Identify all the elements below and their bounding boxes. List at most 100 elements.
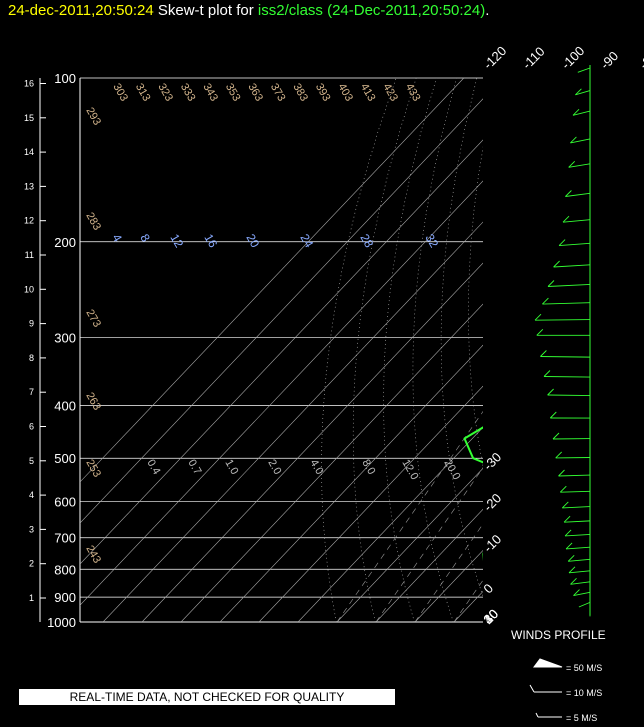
isotherm-line xyxy=(102,221,483,622)
isotherm-line xyxy=(80,78,465,483)
isotherm-label-top: -100 xyxy=(558,43,587,72)
dry-adiabat-line xyxy=(383,78,437,622)
mixing-ratio-label-lower: 4.0 xyxy=(307,458,325,477)
wind-barb-flag xyxy=(549,411,557,419)
wind-barb xyxy=(562,506,591,509)
mixing-ratio-label-lower: 2.0 xyxy=(265,458,283,477)
winds-profile-title: WINDS PROFILE xyxy=(511,628,606,642)
theta-label-top: 383 xyxy=(290,82,310,104)
wind-barb-flag xyxy=(547,388,554,396)
theta-label-top: 303 xyxy=(110,82,130,104)
profile-series xyxy=(463,78,644,622)
isotherm-line xyxy=(336,467,483,622)
mixing-ratio-label-upper: 12 xyxy=(167,232,186,251)
wind-barb-flag xyxy=(552,432,560,440)
theta-label-left: 243 xyxy=(83,544,103,566)
height-label: 3 xyxy=(29,524,34,534)
theta-label-top: 353 xyxy=(223,82,243,104)
wind-barb xyxy=(540,356,591,358)
wind-barb-flag xyxy=(565,190,572,197)
height-label: 14 xyxy=(24,147,34,157)
wind-barb-flag xyxy=(575,88,582,96)
theta-label-top: 393 xyxy=(313,82,333,104)
wind-barb-flag xyxy=(555,451,563,459)
wind-barb xyxy=(543,376,591,378)
height-label: 12 xyxy=(24,216,34,226)
isotherm-line xyxy=(532,78,644,622)
dry-adiabat-line xyxy=(468,146,483,468)
legend-label-50: = 50 M/S xyxy=(566,663,603,673)
pressure-label: 700 xyxy=(54,531,76,546)
mixing-ratio-line xyxy=(610,242,644,622)
wind-barb xyxy=(565,533,591,537)
mixing-ratio-label-lower: 1.0 xyxy=(222,458,240,477)
wind-barb xyxy=(572,110,591,116)
isotherm-label-right: 40 xyxy=(480,606,501,627)
mixing-ratio-line xyxy=(571,242,644,622)
wind-barb xyxy=(542,302,591,305)
isotherm-line xyxy=(80,139,483,565)
isotherm-label-top: -110 xyxy=(519,44,547,72)
wind-legend xyxy=(529,658,563,718)
wind-barb xyxy=(562,219,591,223)
mixing-ratio-line xyxy=(493,242,644,622)
dry-adiabat-line xyxy=(637,78,644,622)
wind-barb-flag xyxy=(564,529,572,537)
theta-label-left: 293 xyxy=(83,106,103,128)
dry-adiabat-grid xyxy=(321,78,644,622)
legend-label-10: = 10 M/S xyxy=(566,688,603,698)
wind-barb xyxy=(547,394,591,396)
temperature-line xyxy=(519,78,644,622)
mixing-ratio-grid xyxy=(336,242,644,622)
isotherm-line xyxy=(219,344,483,622)
mixing-ratio-line xyxy=(453,579,483,622)
wind-barb-flag xyxy=(543,370,551,377)
theta-label-top: 403 xyxy=(335,82,355,104)
isotherm-line xyxy=(180,303,483,622)
title-source: iss2/class (24-Dec-2011,20:50:24) xyxy=(257,2,486,19)
wind-barb-flag xyxy=(553,260,560,268)
mixing-ratio-label-lower: 20.0 xyxy=(441,458,462,483)
wind-barb-flag xyxy=(562,215,570,223)
pressure-label: 1000 xyxy=(47,615,76,630)
wind-barb-flag xyxy=(547,280,555,287)
height-label: 6 xyxy=(29,422,34,432)
mixing-ratio-label-upper: 4 xyxy=(109,232,125,245)
wind-barb xyxy=(534,319,591,321)
wind-barb-flag xyxy=(573,589,580,596)
legend-label-5: = 5 M/S xyxy=(566,713,598,723)
isotherm-label-top: -120 xyxy=(480,43,509,72)
height-label: 13 xyxy=(24,181,34,191)
wind-barb xyxy=(547,284,591,287)
mixing-ratio-label-lower: 8.0 xyxy=(359,458,377,477)
isotherm-label-right: 0 xyxy=(480,581,496,597)
theta-label-top: 313 xyxy=(133,82,153,104)
wind-barb-flag xyxy=(534,313,542,321)
wind-barb xyxy=(570,581,591,585)
theta-label-top: 413 xyxy=(358,82,378,104)
theta-label-left: 273 xyxy=(83,308,103,330)
mixing-ratio-line xyxy=(336,410,483,622)
wind-barb-flag xyxy=(570,136,577,144)
height-label: 8 xyxy=(29,353,34,363)
height-label: 16 xyxy=(24,79,34,89)
isotherm-label-right: -20 xyxy=(480,490,504,514)
mixing-ratio-label-upper: 8 xyxy=(137,232,153,245)
height-label: 9 xyxy=(29,319,34,329)
isotherm-label-right: -10 xyxy=(480,531,504,555)
mixing-ratio-line xyxy=(375,467,483,622)
wind-barb xyxy=(558,474,591,477)
theta-label-top: 433 xyxy=(403,82,423,104)
wind-barb-flag xyxy=(567,554,575,562)
isotherm-grid xyxy=(80,78,644,622)
isotherm-line xyxy=(571,78,644,622)
wind-barb xyxy=(578,601,591,608)
dry-adiabat-line xyxy=(495,78,571,622)
wind-barb-flag xyxy=(563,515,571,523)
wind-barb xyxy=(553,264,591,268)
wind-barb xyxy=(568,558,591,562)
quality-notice: REAL-TIME DATA, NOT CHECKED FOR QUALITY xyxy=(19,689,395,705)
dry-adiabat-line xyxy=(592,78,644,622)
isotherm-line xyxy=(610,78,644,622)
pressure-label: 900 xyxy=(54,590,76,605)
